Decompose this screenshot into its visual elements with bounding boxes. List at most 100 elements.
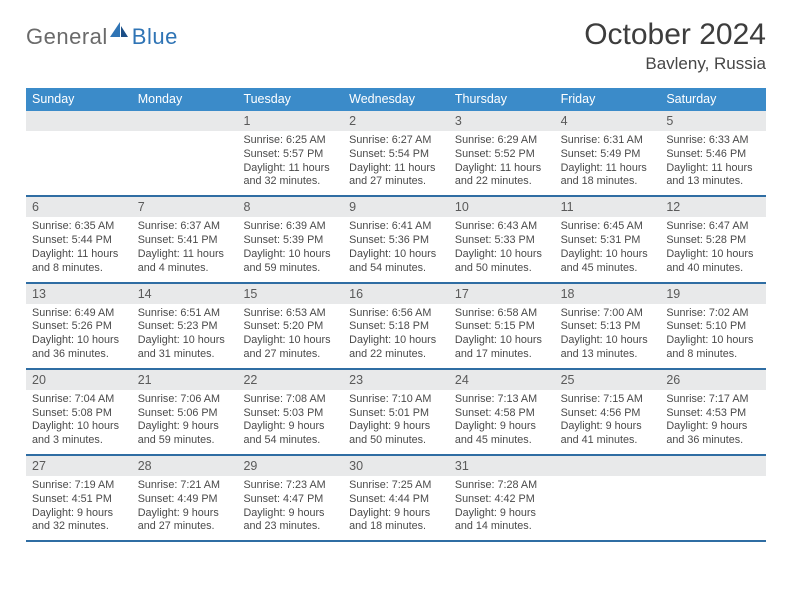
- calendar-cell: 4Sunrise: 6:31 AMSunset: 5:49 PMDaylight…: [555, 111, 661, 195]
- sunset-text: Sunset: 4:56 PM: [561, 407, 655, 421]
- sunset-text: Sunset: 5:18 PM: [349, 320, 443, 334]
- calendar-cell: 7Sunrise: 6:37 AMSunset: 5:41 PMDaylight…: [132, 197, 238, 281]
- day-number: 19: [660, 284, 766, 304]
- calendar-cell: 31Sunrise: 7:28 AMSunset: 4:42 PMDayligh…: [449, 456, 555, 540]
- daylight-text: Daylight: 9 hours and 36 minutes.: [666, 420, 760, 448]
- calendar-cell: [555, 456, 661, 540]
- calendar-cell: 11Sunrise: 6:45 AMSunset: 5:31 PMDayligh…: [555, 197, 661, 281]
- sail-icon: [108, 20, 130, 45]
- sunrise-text: Sunrise: 7:15 AM: [561, 393, 655, 407]
- day-number: [660, 456, 766, 476]
- day-details: Sunrise: 6:29 AMSunset: 5:52 PMDaylight:…: [449, 131, 555, 195]
- sunset-text: Sunset: 4:51 PM: [32, 493, 126, 507]
- sunset-text: Sunset: 5:33 PM: [455, 234, 549, 248]
- day-number: 22: [237, 370, 343, 390]
- day-header: Wednesday: [343, 88, 449, 111]
- daylight-text: Daylight: 9 hours and 50 minutes.: [349, 420, 443, 448]
- day-number: 11: [555, 197, 661, 217]
- daylight-text: Daylight: 11 hours and 13 minutes.: [666, 162, 760, 190]
- day-header: Saturday: [660, 88, 766, 111]
- page-title: October 2024: [584, 18, 766, 52]
- day-header: Tuesday: [237, 88, 343, 111]
- day-number: [132, 111, 238, 131]
- day-details: Sunrise: 7:25 AMSunset: 4:44 PMDaylight:…: [343, 476, 449, 540]
- logo-text-blue: Blue: [132, 24, 178, 50]
- sunrise-text: Sunrise: 6:31 AM: [561, 134, 655, 148]
- calendar-cell: 8Sunrise: 6:39 AMSunset: 5:39 PMDaylight…: [237, 197, 343, 281]
- day-details: Sunrise: 7:28 AMSunset: 4:42 PMDaylight:…: [449, 476, 555, 540]
- calendar-cell: 25Sunrise: 7:15 AMSunset: 4:56 PMDayligh…: [555, 370, 661, 454]
- sunrise-text: Sunrise: 7:10 AM: [349, 393, 443, 407]
- sunset-text: Sunset: 5:01 PM: [349, 407, 443, 421]
- sunrise-text: Sunrise: 6:29 AM: [455, 134, 549, 148]
- sunset-text: Sunset: 5:36 PM: [349, 234, 443, 248]
- day-number: 14: [132, 284, 238, 304]
- daylight-text: Daylight: 9 hours and 18 minutes.: [349, 507, 443, 535]
- sunset-text: Sunset: 4:42 PM: [455, 493, 549, 507]
- daylight-text: Daylight: 10 hours and 50 minutes.: [455, 248, 549, 276]
- day-details: Sunrise: 7:10 AMSunset: 5:01 PMDaylight:…: [343, 390, 449, 454]
- sunrise-text: Sunrise: 6:51 AM: [138, 307, 232, 321]
- sunrise-text: Sunrise: 6:27 AM: [349, 134, 443, 148]
- sunrise-text: Sunrise: 6:49 AM: [32, 307, 126, 321]
- day-details: Sunrise: 7:21 AMSunset: 4:49 PMDaylight:…: [132, 476, 238, 540]
- sunrise-text: Sunrise: 7:25 AM: [349, 479, 443, 493]
- calendar-cell: 17Sunrise: 6:58 AMSunset: 5:15 PMDayligh…: [449, 284, 555, 368]
- day-number: 26: [660, 370, 766, 390]
- calendar-cell: 27Sunrise: 7:19 AMSunset: 4:51 PMDayligh…: [26, 456, 132, 540]
- calendar-cell: 3Sunrise: 6:29 AMSunset: 5:52 PMDaylight…: [449, 111, 555, 195]
- calendar-cell: 14Sunrise: 6:51 AMSunset: 5:23 PMDayligh…: [132, 284, 238, 368]
- day-number: 5: [660, 111, 766, 131]
- day-details: Sunrise: 6:47 AMSunset: 5:28 PMDaylight:…: [660, 217, 766, 281]
- day-number: 2: [343, 111, 449, 131]
- calendar-cell: 10Sunrise: 6:43 AMSunset: 5:33 PMDayligh…: [449, 197, 555, 281]
- day-number: 6: [26, 197, 132, 217]
- day-number: 25: [555, 370, 661, 390]
- day-number: 24: [449, 370, 555, 390]
- daylight-text: Daylight: 10 hours and 40 minutes.: [666, 248, 760, 276]
- day-details: Sunrise: 7:13 AMSunset: 4:58 PMDaylight:…: [449, 390, 555, 454]
- day-number: 9: [343, 197, 449, 217]
- sunrise-text: Sunrise: 7:08 AM: [243, 393, 337, 407]
- sunset-text: Sunset: 5:10 PM: [666, 320, 760, 334]
- sunrise-text: Sunrise: 7:04 AM: [32, 393, 126, 407]
- location-subtitle: Bavleny, Russia: [584, 54, 766, 74]
- day-number: 23: [343, 370, 449, 390]
- calendar-cell: 5Sunrise: 6:33 AMSunset: 5:46 PMDaylight…: [660, 111, 766, 195]
- brand-logo: General Blue: [26, 18, 178, 50]
- sunset-text: Sunset: 5:46 PM: [666, 148, 760, 162]
- daylight-text: Daylight: 10 hours and 3 minutes.: [32, 420, 126, 448]
- sunrise-text: Sunrise: 6:43 AM: [455, 220, 549, 234]
- calendar-cell: 23Sunrise: 7:10 AMSunset: 5:01 PMDayligh…: [343, 370, 449, 454]
- day-details: Sunrise: 7:19 AMSunset: 4:51 PMDaylight:…: [26, 476, 132, 540]
- day-details: [660, 476, 766, 534]
- daylight-text: Daylight: 11 hours and 8 minutes.: [32, 248, 126, 276]
- calendar-cell: 22Sunrise: 7:08 AMSunset: 5:03 PMDayligh…: [237, 370, 343, 454]
- day-header: Friday: [555, 88, 661, 111]
- sunset-text: Sunset: 4:47 PM: [243, 493, 337, 507]
- calendar-cell: 6Sunrise: 6:35 AMSunset: 5:44 PMDaylight…: [26, 197, 132, 281]
- daylight-text: Daylight: 11 hours and 4 minutes.: [138, 248, 232, 276]
- day-details: Sunrise: 6:56 AMSunset: 5:18 PMDaylight:…: [343, 304, 449, 368]
- daylight-text: Daylight: 9 hours and 23 minutes.: [243, 507, 337, 535]
- sunset-text: Sunset: 5:57 PM: [243, 148, 337, 162]
- day-details: Sunrise: 7:00 AMSunset: 5:13 PMDaylight:…: [555, 304, 661, 368]
- sunset-text: Sunset: 5:41 PM: [138, 234, 232, 248]
- sunrise-text: Sunrise: 7:23 AM: [243, 479, 337, 493]
- daylight-text: Daylight: 10 hours and 36 minutes.: [32, 334, 126, 362]
- day-details: Sunrise: 6:39 AMSunset: 5:39 PMDaylight:…: [237, 217, 343, 281]
- day-details: Sunrise: 6:41 AMSunset: 5:36 PMDaylight:…: [343, 217, 449, 281]
- sunset-text: Sunset: 4:58 PM: [455, 407, 549, 421]
- calendar-cell: [660, 456, 766, 540]
- sunset-text: Sunset: 5:28 PM: [666, 234, 760, 248]
- day-number: 15: [237, 284, 343, 304]
- day-number: 16: [343, 284, 449, 304]
- calendar-cell: 29Sunrise: 7:23 AMSunset: 4:47 PMDayligh…: [237, 456, 343, 540]
- sunset-text: Sunset: 5:15 PM: [455, 320, 549, 334]
- sunrise-text: Sunrise: 6:37 AM: [138, 220, 232, 234]
- day-header-row: Sunday Monday Tuesday Wednesday Thursday…: [26, 88, 766, 111]
- day-number: 3: [449, 111, 555, 131]
- sunset-text: Sunset: 5:26 PM: [32, 320, 126, 334]
- sunset-text: Sunset: 5:03 PM: [243, 407, 337, 421]
- daylight-text: Daylight: 11 hours and 18 minutes.: [561, 162, 655, 190]
